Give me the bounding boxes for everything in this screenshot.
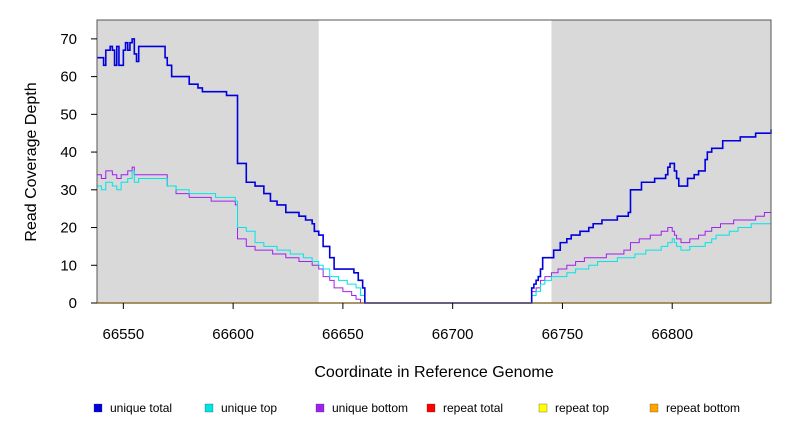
x-tick-label: 66550 xyxy=(102,326,144,343)
y-tick-label: 40 xyxy=(60,144,77,161)
series-line-unique-top xyxy=(97,170,771,304)
y-axis-title: Read Coverage Depth xyxy=(23,82,40,241)
x-tick-label: 66600 xyxy=(212,326,254,343)
legend-swatch xyxy=(649,403,659,413)
legend-label: repeat bottom xyxy=(666,401,740,415)
legend: unique total unique top unique bottom repea… xyxy=(93,401,740,415)
legend-label: unique bottom xyxy=(332,401,408,415)
x-tick-label: 66750 xyxy=(542,326,584,343)
legend-label: unique total xyxy=(110,401,172,415)
series-line-unique-total xyxy=(97,38,772,304)
shaded-region-layer xyxy=(97,20,771,303)
y-tick-label: 20 xyxy=(60,220,77,237)
y-tick-label: 0 xyxy=(69,295,77,312)
legend-label: unique top xyxy=(221,401,277,415)
legend-swatch xyxy=(426,403,436,413)
legend-label: repeat total xyxy=(443,401,503,415)
legend-swatch xyxy=(538,403,548,413)
tick-layer: 66550 66600 66650 66700 66750 66800 0 10 20 30 40 5… xyxy=(60,31,693,343)
y-tick-label: 30 xyxy=(60,182,77,199)
x-tick-label: 66800 xyxy=(651,326,693,343)
x-tick-label: 66650 xyxy=(322,326,364,343)
legend-label: repeat top xyxy=(555,401,609,415)
y-tick-label: 10 xyxy=(60,257,77,274)
y-tick-label: 50 xyxy=(60,106,77,123)
legend-swatch xyxy=(204,403,214,413)
plot-frame xyxy=(96,19,772,304)
y-tick-label: 70 xyxy=(60,31,77,48)
x-tick-label: 66700 xyxy=(432,326,474,343)
y-tick-label: 60 xyxy=(60,69,77,86)
shaded-region-2 xyxy=(551,20,771,303)
legend-swatch xyxy=(315,403,325,413)
shaded-region-1 xyxy=(97,20,319,303)
x-axis-title: Coordinate in Reference Genome xyxy=(314,364,553,381)
legend-swatch xyxy=(93,403,103,413)
